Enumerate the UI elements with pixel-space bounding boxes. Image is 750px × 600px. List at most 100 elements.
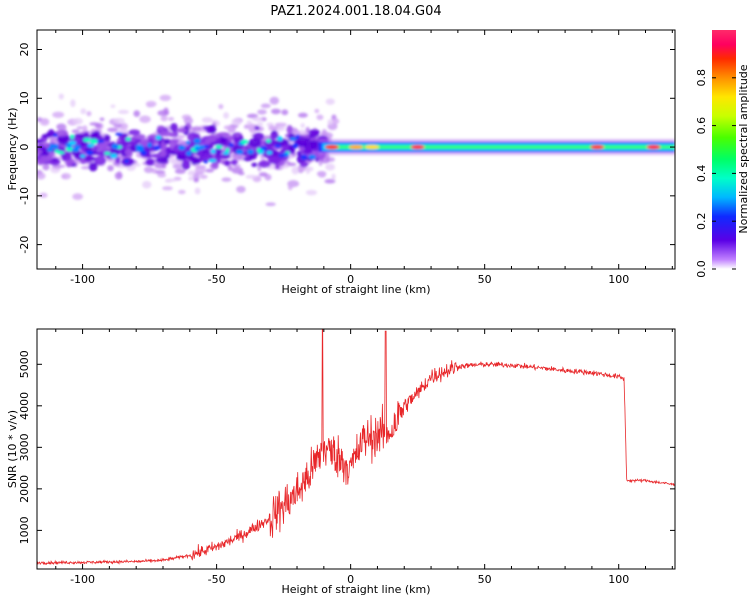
spectral-blob <box>194 187 201 195</box>
tone-hotspot <box>410 144 425 150</box>
snr-panel: -100 -50 0 50 100 1000 2000 3000 4000 5000 Height… <box>6 328 676 596</box>
spectral-blob <box>165 178 177 182</box>
spectral-blob <box>325 98 335 105</box>
spectral-blob <box>269 133 280 140</box>
spectral-blob-bright <box>70 134 75 140</box>
colorbar: 0.0 0.2 0.4 0.6 0.8 Normalized spectral ampl… <box>695 30 750 278</box>
spectral-blob-bright <box>71 148 80 152</box>
spectral-blob <box>117 109 130 114</box>
spectral-blob <box>159 94 172 102</box>
spectral-blob <box>82 125 88 132</box>
spectral-blob <box>94 123 102 129</box>
spectrogram-blobs <box>37 93 675 207</box>
spectral-blob <box>176 127 188 133</box>
spectral-blob <box>220 137 227 143</box>
spectral-blob <box>65 149 72 160</box>
colorbar-tick-label: 0.0 <box>695 260 708 278</box>
spectrogram-ytick-label: -20 <box>18 236 31 254</box>
spectral-blob <box>201 117 213 123</box>
snr-ytick-label: 5000 <box>18 350 31 378</box>
spectral-blob-bright <box>228 142 234 148</box>
spectral-blob-bright <box>215 145 223 149</box>
spectral-blob <box>318 173 326 178</box>
spectral-blob-bright <box>235 149 244 155</box>
spectral-blob-bright <box>135 144 144 149</box>
spectral-blob <box>41 133 52 138</box>
spectral-blob-bright <box>210 148 216 154</box>
tone-hotspot <box>365 144 380 150</box>
spectral-blob <box>145 158 155 166</box>
spectral-blob <box>107 165 114 172</box>
spectral-blob <box>276 125 286 131</box>
spectral-blob <box>55 129 69 137</box>
spectral-blob <box>114 172 123 180</box>
spectral-blob <box>246 113 259 119</box>
spectrogram-xlabel: Height of straight line (km) <box>281 283 430 296</box>
spectral-blob <box>37 139 44 144</box>
spectral-blob <box>99 117 105 121</box>
snr-xtick-label: -50 <box>208 573 226 586</box>
spectral-blob <box>211 160 219 169</box>
spectral-blob-bright <box>56 150 65 155</box>
spectral-blob-bright <box>240 140 247 145</box>
spectral-blob-bright <box>203 159 208 164</box>
colorbar-ticks: 0.0 0.2 0.4 0.6 0.8 <box>695 69 736 278</box>
colorbar-tick-label: 0.8 <box>695 69 708 87</box>
spectral-blob <box>86 111 92 117</box>
snr-xtick-label: 0 <box>347 573 354 586</box>
spectral-blob <box>308 132 320 137</box>
spectral-blob-bright <box>83 137 91 142</box>
spectral-blob <box>121 144 132 150</box>
spectral-blob <box>160 115 168 122</box>
spectral-blob <box>268 156 281 165</box>
spectral-blob <box>258 172 268 177</box>
spectral-blob <box>135 151 141 157</box>
spectral-blob <box>157 172 167 178</box>
spectral-blob <box>252 117 264 122</box>
spectral-blob <box>133 110 141 118</box>
snr-ylabel: SNR (10 * v/v) <box>6 410 19 488</box>
spectral-blob <box>324 179 336 184</box>
spectral-blob-bright <box>155 135 162 140</box>
spectrogram-ytick-label: 20 <box>18 43 31 57</box>
spectral-blob <box>243 124 248 129</box>
spectral-blob <box>83 155 93 162</box>
spectral-blob <box>305 189 318 196</box>
spectral-blob-bright <box>80 154 86 158</box>
spectrogram-ytick-label: -10 <box>18 187 31 205</box>
colorbar-tick-label: 0.6 <box>695 117 708 135</box>
spectral-blob-bright <box>52 143 59 149</box>
spectral-blob <box>80 108 87 115</box>
spectral-blob <box>168 132 177 138</box>
spectral-blob <box>236 185 246 193</box>
spectral-blob <box>132 133 146 140</box>
spectral-blob <box>142 180 152 189</box>
spectral-blob <box>70 99 76 108</box>
spectral-blob-bright <box>147 142 152 148</box>
spectral-blob <box>268 124 275 132</box>
snr-ytick-label: 3000 <box>18 433 31 461</box>
spectral-blob <box>248 138 262 148</box>
spectral-blob-bright <box>193 138 201 144</box>
colorbar-tick-label: 0.4 <box>695 165 708 183</box>
spectrogram-xtick-label: 50 <box>478 273 492 286</box>
spectrogram-xtick-label: -100 <box>70 273 95 286</box>
spectral-blob-bright <box>178 145 186 151</box>
spectral-blob <box>219 154 231 159</box>
spectral-blob <box>258 160 271 168</box>
spectral-blob <box>231 166 244 174</box>
spectral-blob-bright <box>289 137 297 142</box>
spectral-blob <box>234 133 241 138</box>
spectral-blob <box>72 193 83 201</box>
spectral-blob-bright <box>256 147 262 153</box>
snr-frame <box>36 328 676 570</box>
spectral-blob <box>327 119 334 126</box>
colorbar-label: Normalized spectral amplitude <box>737 64 750 233</box>
snr-xlabel: Height of straight line (km) <box>281 583 430 596</box>
spectral-blob-bright <box>278 154 286 158</box>
spectral-blob <box>281 143 292 153</box>
spectral-blob <box>119 122 129 130</box>
spectral-blob <box>157 125 165 130</box>
spectral-blob <box>72 117 83 125</box>
spectral-blob <box>178 189 186 195</box>
